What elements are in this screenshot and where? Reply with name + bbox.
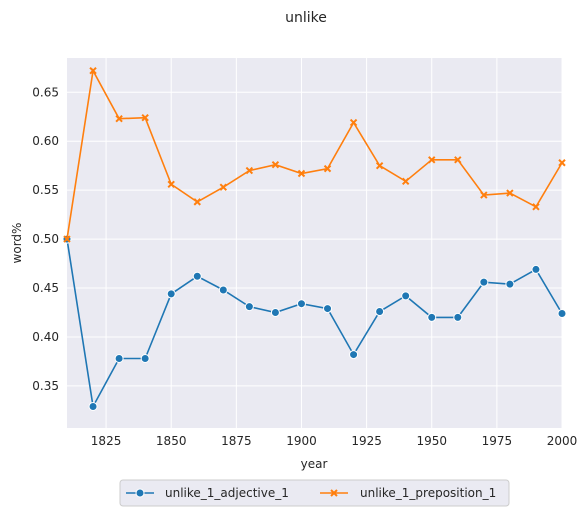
y-tick-label: 0.65 — [32, 85, 59, 99]
x-tick-label: 1900 — [286, 434, 317, 448]
data-point-unlike_1_adjective_1 — [271, 308, 279, 316]
y-tick-label: 0.50 — [32, 232, 59, 246]
y-tick-label: 0.60 — [32, 134, 59, 148]
data-point-unlike_1_adjective_1 — [193, 272, 201, 280]
data-point-unlike_1_adjective_1 — [297, 300, 305, 308]
data-point-unlike_1_adjective_1 — [324, 305, 332, 313]
data-point-unlike_1_adjective_1 — [245, 303, 253, 311]
chart-title: unlike — [285, 10, 327, 26]
data-point-unlike_1_adjective_1 — [115, 355, 123, 363]
x-tick-label: 1975 — [482, 434, 513, 448]
x-tick-label: 2000 — [547, 434, 578, 448]
data-point-unlike_1_adjective_1 — [376, 308, 384, 316]
plot-area — [67, 58, 562, 428]
legend-label: unlike_1_preposition_1 — [360, 486, 496, 500]
x-tick-label: 1850 — [156, 434, 187, 448]
y-ticks: 0.35 0.40 0.45 0.50 0.55 0.60 0.65 — [32, 85, 59, 393]
data-point-unlike_1_adjective_1 — [89, 402, 97, 410]
x-tick-label: 1875 — [221, 434, 252, 448]
x-tick-label: 1925 — [351, 434, 382, 448]
data-point-unlike_1_adjective_1 — [167, 290, 175, 298]
x-axis-label: year — [301, 457, 328, 471]
y-tick-label: 0.55 — [32, 183, 59, 197]
data-point-unlike_1_adjective_1 — [558, 309, 566, 317]
legend-label: unlike_1_adjective_1 — [165, 486, 289, 500]
x-tick-label: 1825 — [91, 434, 122, 448]
data-point-unlike_1_adjective_1 — [480, 278, 488, 286]
y-tick-label: 0.35 — [32, 379, 59, 393]
data-point-unlike_1_adjective_1 — [454, 313, 462, 321]
x-ticks: 1825 1850 1875 1900 1925 1950 1975 2000 — [91, 434, 577, 448]
y-axis-label: word% — [10, 223, 24, 264]
legend: unlike_1_adjective_1 unlike_1_preposition… — [120, 480, 509, 506]
data-point-unlike_1_adjective_1 — [532, 265, 540, 273]
y-tick-label: 0.45 — [32, 281, 59, 295]
data-point-unlike_1_adjective_1 — [506, 280, 514, 288]
data-point-unlike_1_adjective_1 — [428, 313, 436, 321]
data-point-unlike_1_adjective_1 — [402, 292, 410, 300]
data-point-unlike_1_adjective_1 — [350, 351, 358, 359]
x-tick-label: 1950 — [416, 434, 447, 448]
data-point-unlike_1_adjective_1 — [219, 286, 227, 294]
y-tick-label: 0.40 — [32, 330, 59, 344]
legend-marker-unlike_1_adjective_1 — [136, 489, 144, 497]
data-point-unlike_1_adjective_1 — [141, 355, 149, 363]
